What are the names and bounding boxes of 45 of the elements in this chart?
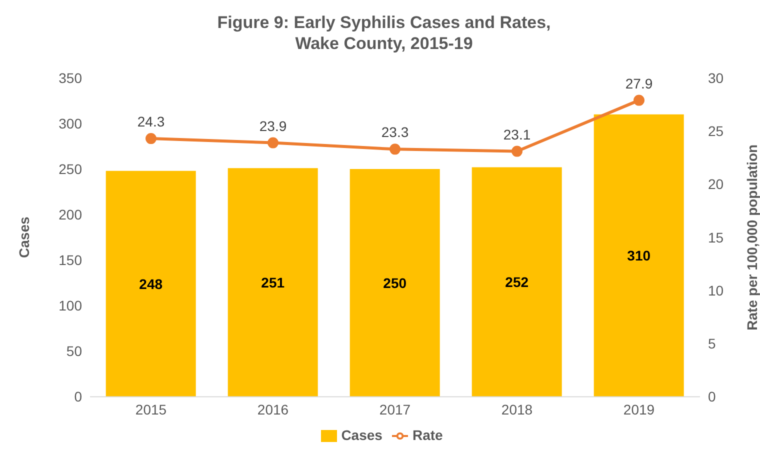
chart-title: Figure 9: Early Syphilis Cases and Rates, Wake County, 2015-19 bbox=[216, 12, 552, 54]
data-label: 23.3 bbox=[381, 124, 409, 140]
y2-tick-label: 20 bbox=[708, 176, 724, 192]
bar bbox=[472, 167, 562, 397]
data-label: 24.3 bbox=[137, 114, 165, 130]
y-tick-label: 100 bbox=[58, 298, 82, 314]
bar bbox=[106, 170, 196, 397]
point bbox=[268, 137, 278, 148]
x-tick-label: 2019 bbox=[623, 402, 655, 418]
bar bbox=[350, 169, 440, 397]
y2-tick-label: 5 bbox=[708, 336, 716, 352]
x-tick-label: 2018 bbox=[501, 402, 533, 418]
x-tick-label: 2017 bbox=[379, 402, 411, 418]
bar bbox=[228, 168, 318, 397]
x-tick-label: 2015 bbox=[135, 402, 167, 418]
x-tick-label: 2016 bbox=[257, 402, 289, 418]
data-label: 248 bbox=[139, 276, 163, 292]
point bbox=[390, 144, 400, 155]
y-tick-label: 50 bbox=[66, 343, 82, 360]
legend-label: Cases bbox=[341, 426, 382, 443]
y2-tick-label: 15 bbox=[708, 229, 724, 246]
bar bbox=[594, 114, 684, 397]
y-tick-label: 0 bbox=[74, 388, 82, 405]
y-axis-title: Cases bbox=[16, 216, 32, 258]
y-tick-label: 300 bbox=[58, 116, 82, 132]
y2-tick-label: 30 bbox=[708, 70, 724, 86]
y-tick-label: 200 bbox=[58, 206, 82, 223]
y2-tick-label: 25 bbox=[708, 123, 724, 140]
data-label: 310 bbox=[627, 248, 651, 264]
point bbox=[512, 146, 522, 157]
y-tick-label: 350 bbox=[58, 70, 82, 86]
data-label: 27.9 bbox=[625, 75, 653, 92]
point bbox=[634, 94, 644, 106]
point bbox=[146, 133, 156, 144]
data-label: 23.9 bbox=[259, 118, 287, 134]
y-tick-label: 250 bbox=[58, 161, 82, 178]
y2-tick-label: 10 bbox=[708, 282, 724, 298]
data-label: 23.1 bbox=[503, 126, 531, 142]
y2-axis-title: Rate per 100,000 population bbox=[744, 144, 760, 330]
data-label: 252 bbox=[505, 274, 529, 290]
y2-tick-label: 0 bbox=[708, 388, 716, 405]
data-label: 251 bbox=[261, 274, 285, 290]
legend-label: Rate bbox=[412, 426, 443, 443]
y-tick-label: 150 bbox=[58, 252, 82, 268]
data-label: 250 bbox=[383, 274, 407, 291]
